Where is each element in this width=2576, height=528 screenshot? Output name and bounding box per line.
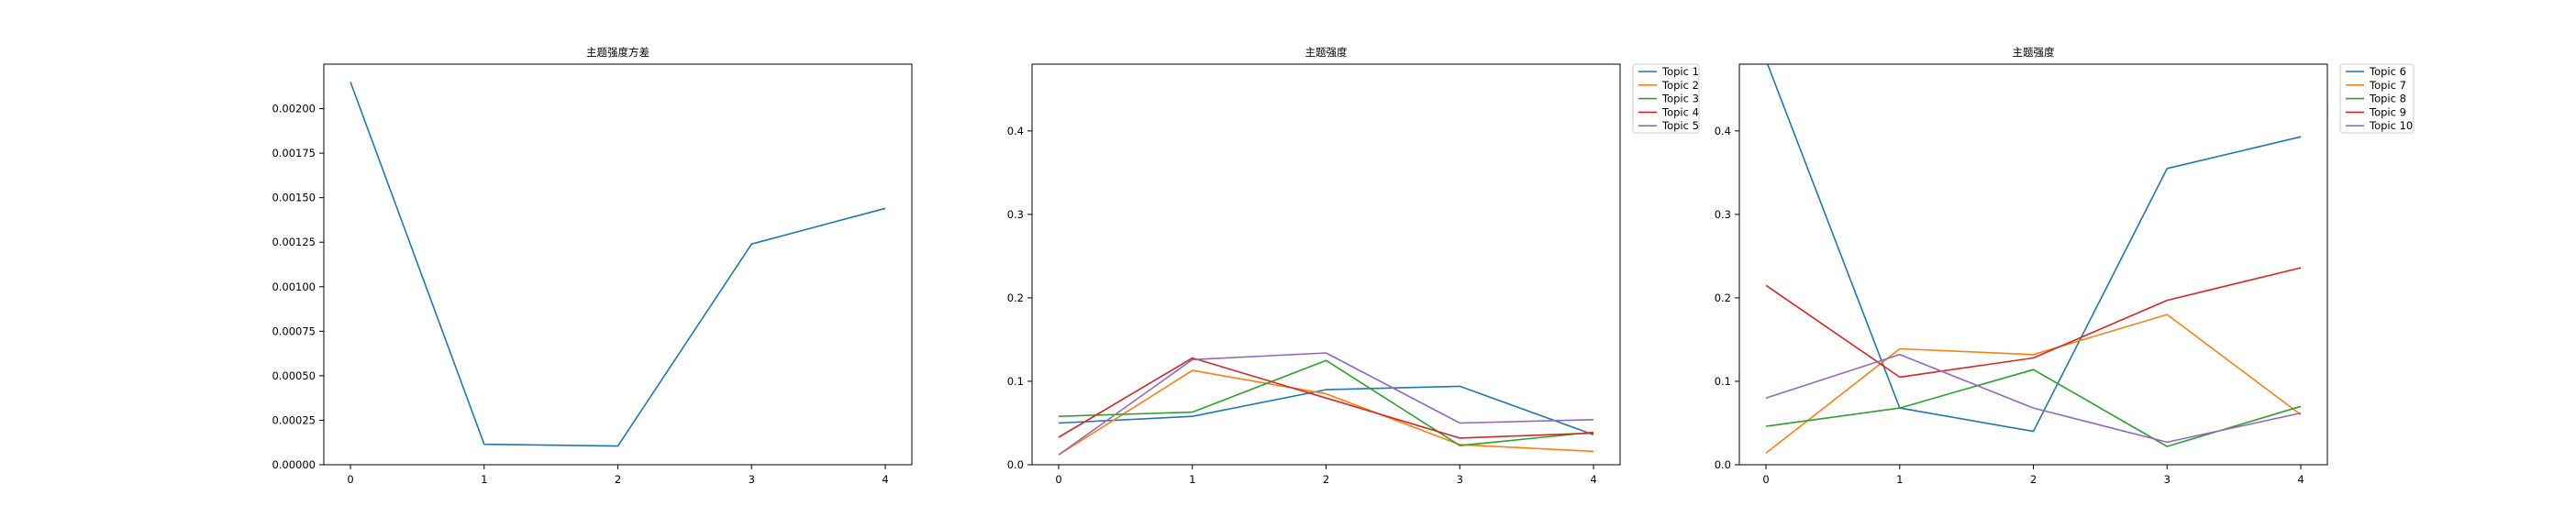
series-line-topic-2 (1058, 369, 1594, 456)
y-tick-label: 0.1 (1715, 375, 1731, 388)
x-tick-label: 0 (347, 473, 353, 486)
y-tick-label: 0.0 (1715, 458, 1731, 471)
series-line-1 (350, 82, 886, 447)
y-tick-label: 0.2 (1007, 292, 1024, 304)
y-tick-label: 0.00150 (272, 192, 316, 204)
y-tick-label: 0.00100 (272, 280, 316, 293)
y-tick-label: 0.00200 (272, 103, 316, 116)
y-tick-label: 0.00125 (272, 236, 316, 248)
subplot-1: 主题强度方差 0 1 2 3 4 0.00000 0.00025 0.00050 0.00075 0… (272, 46, 913, 486)
x-tick-label: 4 (882, 473, 888, 486)
y-tick-label: 0.00075 (272, 324, 316, 337)
legend-label: Topic 6 (2369, 65, 2406, 78)
x-tick-label: 3 (1457, 473, 1463, 486)
legend-label: Topic 10 (2369, 119, 2413, 132)
legend-label: Topic 9 (2369, 105, 2406, 118)
series-line-topic-5 (1058, 352, 1594, 456)
x-tick-label: 2 (1323, 473, 1329, 486)
legend-label: Topic 7 (2369, 79, 2406, 92)
x-tick-label: 4 (2297, 473, 2304, 486)
series-line-topic-4 (1058, 357, 1594, 439)
series-line-topic-3 (1058, 359, 1594, 446)
y-tick-label: 0.4 (1715, 125, 1731, 138)
legend-label: Topic 4 (1661, 105, 1699, 118)
x-tick-label: 2 (2030, 473, 2037, 486)
legend-frame (2339, 63, 2415, 134)
y-tick-label: 0.4 (1007, 125, 1024, 138)
legend-label: Topic 1 (1661, 65, 1699, 78)
y-tick-label: 0.0 (1007, 458, 1024, 471)
x-tick-label: 0 (1762, 473, 1769, 486)
x-tick-label: 1 (1189, 473, 1195, 486)
legend-label: Topic 5 (1661, 119, 1699, 132)
y-tick-label: 0.3 (1715, 208, 1731, 221)
x-tick-label: 2 (615, 473, 621, 486)
y-tick-label: 0.2 (1715, 292, 1731, 304)
series-line-topic-7 (1765, 314, 2302, 454)
series-line-topic-6 (1766, 64, 2302, 433)
axes-frame (323, 63, 913, 466)
x-tick-label: 0 (1055, 473, 1061, 486)
x-tick-label: 3 (2164, 473, 2171, 486)
y-tick-label: 0.00000 (272, 458, 316, 471)
y-tick-label: 0.00175 (272, 147, 316, 160)
y-tick-label: 0.00025 (272, 413, 316, 426)
x-tick-label: 1 (1896, 473, 1903, 486)
y-tick-label: 0.00050 (272, 369, 316, 382)
y-tick-label: 0.3 (1007, 208, 1024, 221)
axes-frame (1031, 63, 1621, 466)
legend-frame (1632, 63, 1700, 134)
series-line-topic-10 (1765, 353, 2302, 444)
chart-title: 主题强度 (2013, 46, 2055, 59)
chart-title: 主题强度方差 (586, 46, 650, 59)
legend-label: Topic 3 (1661, 93, 1699, 105)
y-tick-label: 0.1 (1007, 375, 1024, 388)
legend-label: Topic 2 (1661, 79, 1699, 92)
series-line-topic-1 (1058, 385, 1594, 435)
x-tick-label: 4 (1590, 473, 1596, 486)
chart-title: 主题强度 (1305, 46, 1348, 59)
x-tick-label: 1 (481, 473, 487, 486)
legend-label: Topic 8 (2369, 93, 2406, 105)
x-tick-label: 3 (749, 473, 755, 486)
series-line-topic-9 (1765, 267, 2302, 379)
